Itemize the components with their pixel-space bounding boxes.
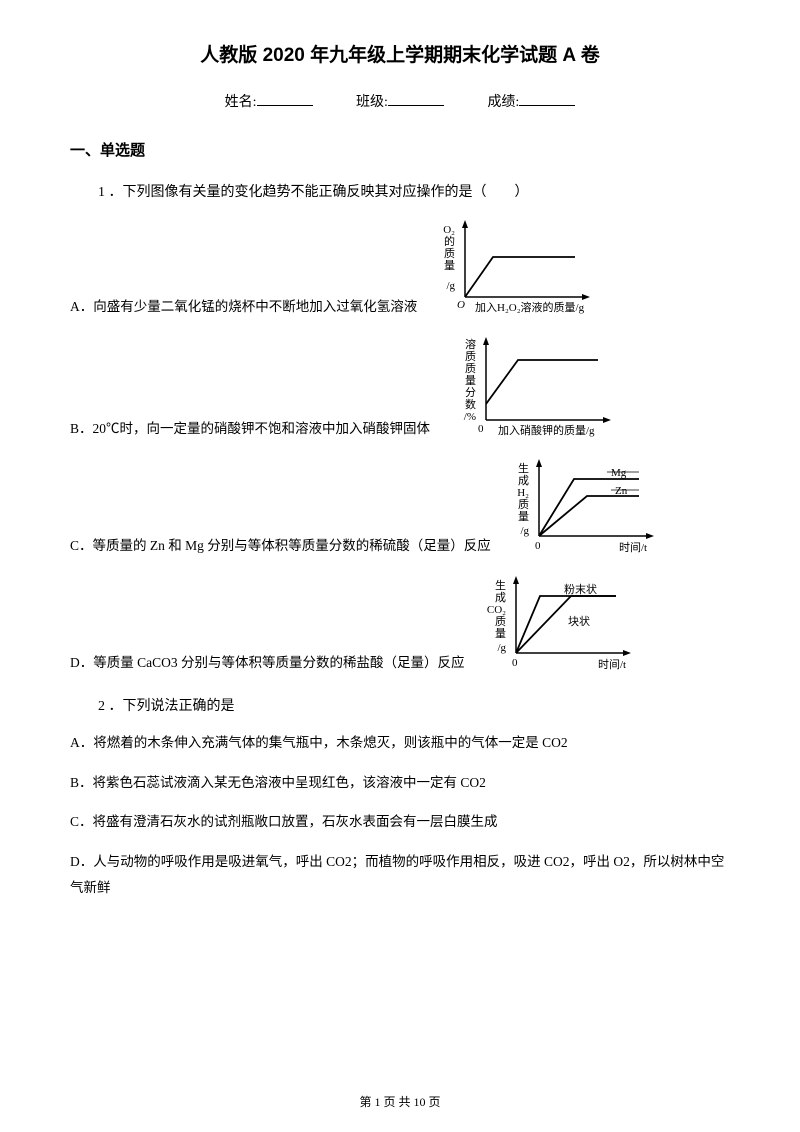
question-2: 2 ．下列说法正确的是 A．将燃着的木条伸入充满气体的集气瓶中，木条熄灭，则该瓶… bbox=[70, 694, 730, 901]
svg-text:生: 生 bbox=[495, 578, 506, 592]
svg-text:/%: /% bbox=[464, 411, 476, 423]
q1-chartA: O₂ 的 质 量 /g O 加入H₂O₂溶液的质量/g bbox=[423, 217, 623, 322]
svg-text:CO₂: CO₂ bbox=[486, 604, 505, 616]
q1-optD-row: D．等质量 CaCO3 分别与等体积等质量分数的稀盐酸（足量）反应 生 成 CO… bbox=[70, 573, 730, 678]
q1-chartD: 生 成 CO₂ 质 量 /g 0 时间/t 粉末状 块状 bbox=[471, 573, 671, 678]
svg-text:的: 的 bbox=[444, 234, 455, 248]
svg-text:成: 成 bbox=[518, 474, 529, 487]
svg-text:/g: /g bbox=[447, 280, 456, 292]
q1-optC-text: C．等质量的 Zn 和 Mg 分别与等体积等质量分数的稀硫酸（足量）反应 bbox=[70, 533, 491, 561]
q2-stem: 2 ．下列说法正确的是 bbox=[70, 694, 730, 721]
svg-text:数: 数 bbox=[465, 398, 476, 411]
question-1: 1 ．下列图像有关量的变化趋势不能正确反映其对应操作的是（ ） A．向盛有少量二… bbox=[70, 180, 730, 678]
q2-optB: B．将紫色石蕊试液滴入某无色溶液中呈现红色，该溶液中一定有 CO2 bbox=[70, 770, 730, 796]
q1-optD-text: D．等质量 CaCO3 分别与等体积等质量分数的稀盐酸（足量）反应 bbox=[70, 650, 465, 678]
q1-optB-text: B．20℃时，向一定量的硝酸钾不饱和溶液中加入硝酸钾固体 bbox=[70, 416, 430, 444]
page-footer: 第 1 页 共 10 页 bbox=[0, 1093, 800, 1110]
svg-text:质: 质 bbox=[495, 615, 506, 628]
chartB-xlabel: 加入硝酸钾的质量/g bbox=[498, 423, 595, 437]
score-blank bbox=[519, 105, 575, 106]
score-label: 成绩: bbox=[487, 95, 519, 110]
svg-text:量: 量 bbox=[495, 627, 506, 640]
section-heading: 一、单选题 bbox=[70, 139, 730, 160]
svg-text:质: 质 bbox=[465, 362, 476, 375]
svg-text:分: 分 bbox=[465, 386, 476, 399]
svg-text:H₂: H₂ bbox=[517, 487, 529, 499]
svg-text:O: O bbox=[457, 299, 465, 311]
svg-text:O₂: O₂ bbox=[443, 224, 455, 236]
q2-optC: C．将盛有澄清石灰水的试剂瓶敞口放置，石灰水表面会有一层白膜生成 bbox=[70, 809, 730, 835]
q1-optA-row: A．向盛有少量二氧化锰的烧杯中不断地加入过氧化氢溶液 O₂ 的 质 量 /g O… bbox=[70, 217, 730, 322]
chartC-xlabel: 时间/t bbox=[619, 541, 647, 554]
name-label: 姓名: bbox=[225, 95, 257, 110]
q1-chartB: 溶 质 质 量 分 数 /% 0 加入硝酸钾的质量/g bbox=[436, 334, 651, 444]
svg-text:量: 量 bbox=[444, 259, 455, 272]
svg-text:溶: 溶 bbox=[465, 337, 476, 351]
class-blank bbox=[388, 105, 444, 106]
svg-text:Zn: Zn bbox=[615, 485, 628, 497]
chartD-xlabel: 时间/t bbox=[598, 658, 626, 671]
q1-stem: 1 ．下列图像有关量的变化趋势不能正确反映其对应操作的是（ ） bbox=[70, 180, 730, 207]
svg-text:粉末状: 粉末状 bbox=[564, 582, 597, 596]
name-blank bbox=[257, 105, 313, 106]
q1-optA-text: A．向盛有少量二氧化锰的烧杯中不断地加入过氧化氢溶液 bbox=[70, 294, 417, 322]
svg-text:0: 0 bbox=[535, 540, 541, 552]
q2-optD: D．人与动物的呼吸作用是吸进氧气，呼出 CO2；而植物的呼吸作用相反，吸进 CO… bbox=[70, 849, 730, 900]
q2-optA: A．将燃着的木条伸入充满气体的集气瓶中，木条熄灭，则该瓶中的气体一定是 CO2 bbox=[70, 730, 730, 756]
chartA-xlabel: 加入H₂O₂溶液的质量/g bbox=[475, 300, 585, 314]
svg-text:0: 0 bbox=[478, 423, 484, 435]
q1-optC-row: C．等质量的 Zn 和 Mg 分别与等体积等质量分数的稀硫酸（足量）反应 生 成… bbox=[70, 456, 730, 561]
svg-text:成: 成 bbox=[495, 591, 506, 604]
q1-optB-row: B．20℃时，向一定量的硝酸钾不饱和溶液中加入硝酸钾固体 溶 质 质 量 分 数… bbox=[70, 334, 730, 444]
svg-text:块状: 块状 bbox=[568, 614, 590, 628]
svg-text:质: 质 bbox=[465, 350, 476, 363]
svg-text:/g: /g bbox=[520, 525, 529, 537]
svg-text:生: 生 bbox=[518, 461, 529, 475]
svg-text:/g: /g bbox=[497, 642, 506, 654]
q1-chartC: 生 成 H₂ 质 量 /g 0 时间/t Mg Zn bbox=[497, 456, 682, 561]
svg-text:质: 质 bbox=[518, 498, 529, 511]
svg-text:量: 量 bbox=[518, 510, 529, 523]
svg-text:质: 质 bbox=[444, 247, 455, 260]
page-title: 人教版 2020 年九年级上学期期末化学试题 A 卷 bbox=[70, 40, 730, 67]
svg-text:量: 量 bbox=[465, 374, 476, 387]
class-label: 班级: bbox=[356, 95, 388, 110]
svg-text:Mg: Mg bbox=[611, 467, 627, 479]
student-info-line: 姓名: 班级: 成绩: bbox=[70, 91, 730, 111]
svg-text:0: 0 bbox=[512, 657, 518, 669]
